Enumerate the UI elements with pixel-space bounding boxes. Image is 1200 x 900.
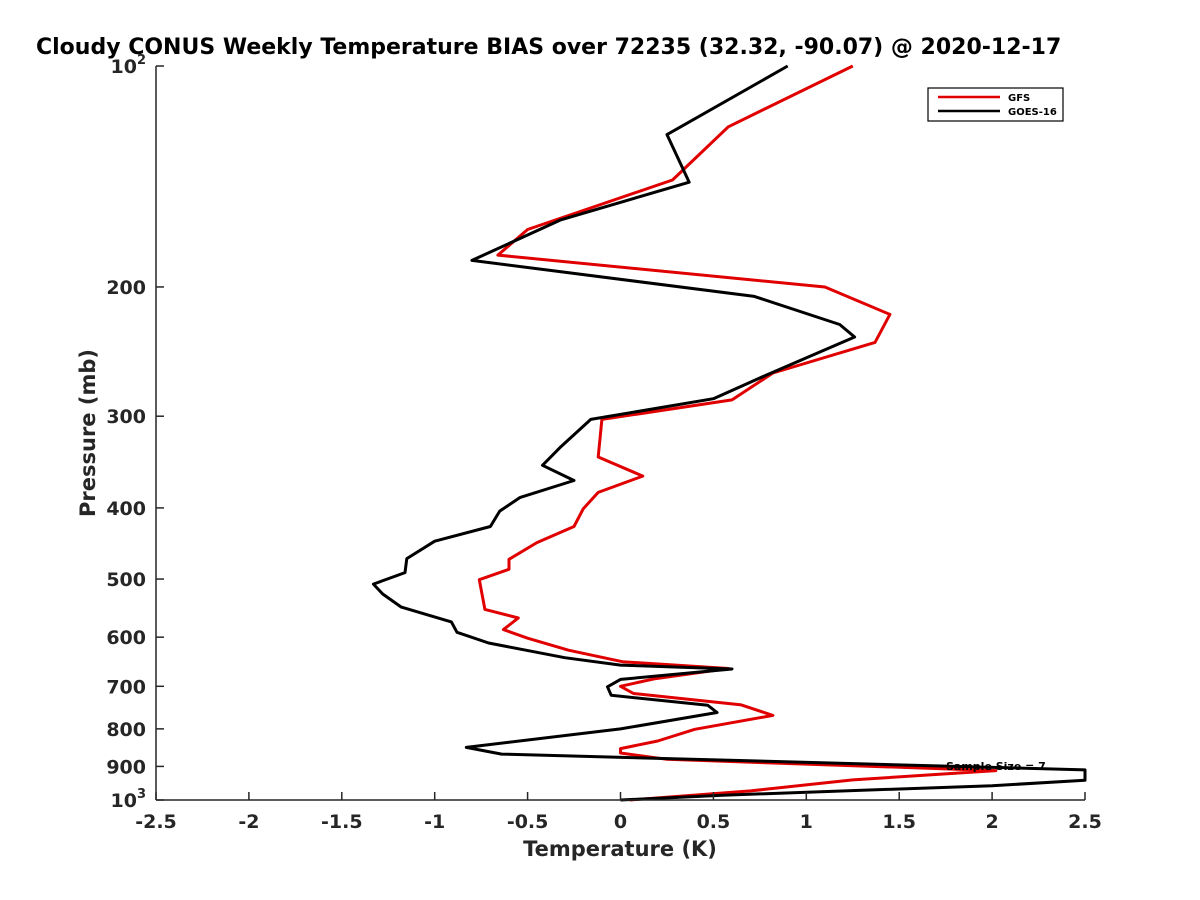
plot-area [371, 64, 1087, 802]
y-tick-label: 200 [106, 277, 146, 299]
legend-box [927, 87, 1064, 122]
x-tick-label: -1.5 [321, 811, 363, 833]
x-tick-label: 2.5 [1068, 811, 1102, 833]
x-tick-label: -2 [238, 811, 259, 833]
x-tick-label: -1 [424, 811, 445, 833]
series-line-gfs [477, 64, 998, 802]
x-tick-label: 0 [614, 811, 627, 833]
y-tick-label: 800 [106, 719, 146, 741]
x-tick-label: 2 [985, 811, 998, 833]
y-tick-label: 400 [106, 498, 146, 520]
legend-label-gfs: GFS [1008, 93, 1030, 104]
y-tick-label: 103 [111, 787, 147, 812]
sample-size-annotation: Sample Size = 7 [946, 760, 1046, 773]
series-line-goes-16 [371, 64, 1087, 802]
y-tick-label: 900 [106, 756, 146, 778]
legend: GFS GOES-16 [927, 87, 1064, 122]
y-tick-label: 600 [106, 627, 146, 649]
legend-label-goes-16: GOES-16 [1008, 107, 1057, 118]
y-tick-label: 500 [106, 569, 146, 591]
x-tick-label: 1.5 [882, 811, 916, 833]
chart-title: Cloudy CONUS Weekly Temperature BIAS ove… [36, 35, 1061, 60]
x-tick-label: 1 [800, 811, 813, 833]
x-axis-label: Temperature (K) [523, 837, 717, 861]
y-tick-label: 300 [106, 406, 146, 428]
x-tick-label: 0.5 [697, 811, 731, 833]
x-tick-label: -2.5 [135, 811, 177, 833]
x-tick-label: -0.5 [507, 811, 549, 833]
y-axis-label: Pressure (mb) [76, 349, 100, 517]
y-tick-label: 102 [111, 53, 147, 78]
y-tick-label: 700 [106, 676, 146, 698]
axes: -2.5 -2 -1.5 -1 -0.5 0 0.5 1 1.5 2 2.5 102 200 300 400… [106, 53, 1102, 833]
